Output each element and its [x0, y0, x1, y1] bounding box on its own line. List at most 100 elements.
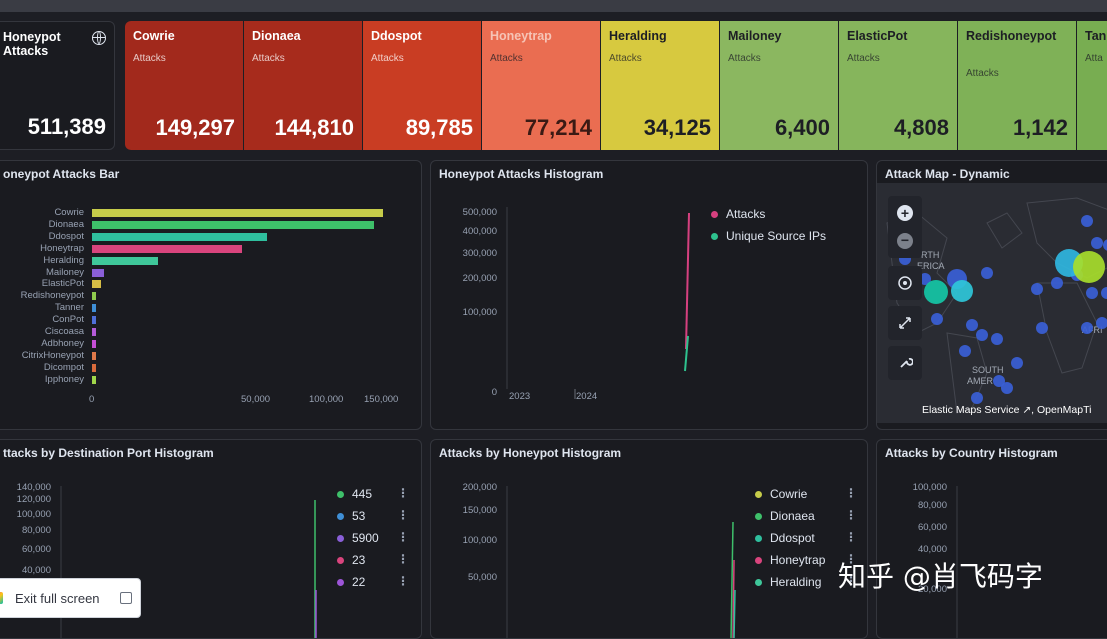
attack-location-dot[interactable] — [959, 345, 971, 357]
bar-adbhoney[interactable] — [92, 339, 96, 348]
bar-ddospot[interactable] — [92, 232, 267, 241]
attack-location-dot[interactable] — [924, 280, 948, 304]
legend-options-icon[interactable]: ⋮ — [845, 574, 857, 588]
y-tick-label: 0 — [491, 387, 497, 398]
bar-tanner[interactable] — [92, 304, 96, 313]
attack-location-dot[interactable] — [1051, 277, 1063, 289]
metric-value: 149,297 — [155, 115, 235, 140]
legend-item[interactable]: Unique Source IPs — [711, 229, 826, 243]
attack-location-dot[interactable] — [993, 375, 1005, 387]
attack-location-dot[interactable] — [1011, 357, 1023, 369]
zoom-in-icon[interactable]: + − — [888, 196, 922, 258]
metric-tile[interactable]: Heralding Attacks 34,125 — [601, 21, 719, 150]
metric-tile[interactable]: ElasticPot Attacks 4,808 — [839, 21, 957, 150]
attack-location-dot[interactable] — [991, 333, 1003, 345]
legend-label: Heralding — [770, 575, 822, 589]
bar-ciscoasa[interactable] — [92, 328, 96, 336]
zoom-out-icon[interactable]: − — [897, 233, 913, 249]
legend-item[interactable]: Honeytrap — [755, 553, 825, 567]
legend-item[interactable]: 53 — [337, 509, 365, 523]
locate-icon[interactable] — [888, 266, 922, 300]
metric-tile[interactable]: Honeytrap Attacks 77,214 — [482, 21, 600, 150]
legend-item[interactable]: 22 — [337, 575, 365, 589]
panel-title: ttacks by Destination Port Histogram — [3, 446, 214, 460]
legend-dot — [755, 557, 762, 565]
bar-category-label: ElasticPot — [41, 278, 84, 290]
legend-dot — [755, 535, 762, 543]
metric-subtitle: Attacks — [847, 53, 880, 64]
metric-tile[interactable]: Cowrie Attacks 149,297 — [125, 21, 243, 150]
attack-location-dot[interactable] — [1081, 215, 1093, 227]
bar-honeytrap[interactable] — [92, 244, 243, 253]
legend-item[interactable]: 5900 — [337, 531, 379, 545]
legend-options-icon[interactable]: ⋮ — [397, 530, 409, 544]
bar-mailoney[interactable] — [92, 268, 105, 277]
legend-item[interactable]: 23 — [337, 553, 365, 567]
attack-location-dot[interactable] — [1081, 322, 1093, 334]
legend-item[interactable]: Heralding — [755, 575, 821, 589]
bar-dionaea[interactable] — [92, 220, 374, 229]
legend-options-icon[interactable]: ⋮ — [397, 574, 409, 588]
bar-dicompot[interactable] — [92, 363, 96, 372]
zoom-in-icon[interactable]: + — [897, 205, 913, 221]
metric-subtitle: Attacks — [728, 53, 761, 64]
attack-location-dot[interactable] — [951, 280, 973, 302]
exit-full-screen-button[interactable]: Exit full screen — [0, 578, 141, 618]
bar-category-label: Heralding — [43, 254, 84, 266]
legend-options-icon[interactable]: ⋮ — [845, 552, 857, 566]
legend-options-icon[interactable]: ⋮ — [397, 508, 409, 522]
legend-options-icon[interactable]: ⋮ — [397, 486, 409, 500]
attack-location-dot[interactable] — [981, 267, 993, 279]
bar-citrixhoneypot[interactable] — [92, 351, 96, 360]
map-attribution[interactable]: Elastic Maps Service ↗, OpenMapTi — [922, 404, 1092, 416]
metric-tile[interactable]: Mailoney Attacks 6,400 — [720, 21, 838, 150]
bar-ipphoney[interactable] — [92, 375, 96, 384]
attack-location-dot[interactable] — [919, 273, 931, 285]
expand-icon[interactable] — [888, 306, 922, 340]
bar-conpot[interactable] — [92, 316, 96, 325]
metric-tile[interactable]: Redishoneypot Attacks 1,142 — [958, 21, 1076, 150]
attack-location-dot[interactable] — [1101, 287, 1107, 299]
attack-location-dot[interactable] — [1001, 382, 1013, 394]
legend-label: 53 — [352, 509, 366, 523]
attack-location-dot[interactable] — [966, 319, 978, 331]
metric-tile[interactable]: Ddospot Attacks 89,785 — [363, 21, 481, 150]
legend-options-icon[interactable]: ⋮ — [845, 486, 857, 500]
bar-heralding[interactable] — [92, 256, 159, 265]
country-histogram-panel: Attacks by Country Histogram 100,000 80,0… — [876, 439, 1107, 639]
panel-title: Honeypot Attacks Histogram — [439, 167, 604, 181]
legend-item[interactable]: Dionaea — [755, 509, 815, 523]
attack-location-dot[interactable] — [1103, 239, 1107, 251]
wrench-icon[interactable] — [888, 346, 922, 380]
legend-options-icon[interactable]: ⋮ — [397, 552, 409, 566]
attack-location-dot[interactable] — [976, 329, 988, 341]
exit-fullscreen-icon — [120, 592, 132, 604]
map-dots — [899, 215, 1107, 404]
metric-value: 34,125 — [643, 115, 711, 140]
legend-item[interactable]: Ddospot — [755, 531, 815, 545]
attack-location-dot[interactable] — [1073, 251, 1105, 283]
bar-elasticpot[interactable] — [92, 280, 102, 289]
bar-cowrie[interactable] — [92, 209, 383, 217]
attack-location-dot[interactable] — [1036, 322, 1048, 334]
legend-item[interactable]: Attacks — [711, 207, 765, 221]
attack-location-dot[interactable] — [931, 313, 943, 325]
honeypot-attacks-histogram-panel: Honeypot Attacks Histogram 500,000 400,00… — [430, 160, 868, 430]
attack-location-dot[interactable] — [1086, 287, 1098, 299]
legend-item[interactable]: 445 — [337, 487, 372, 501]
attack-location-dot[interactable] — [1096, 317, 1107, 329]
legend-options-icon[interactable]: ⋮ — [845, 508, 857, 522]
metric-tile[interactable]: Dionaea Attacks 144,810 — [244, 21, 362, 150]
total-attacks-metric[interactable]: Honeypot Attacks 511,389 — [0, 21, 115, 150]
y-tick-label: 400,000 — [462, 226, 497, 237]
attack-location-dot[interactable] — [971, 392, 983, 404]
y-tick-label: 100,000 — [912, 482, 947, 493]
legend-options-icon[interactable]: ⋮ — [845, 530, 857, 544]
attack-location-dot[interactable] — [1031, 283, 1043, 295]
legend-item[interactable]: Cowrie — [755, 487, 807, 501]
metric-tile[interactable]: Tan Atta — [1077, 21, 1107, 150]
attack-location-dot[interactable] — [1091, 237, 1103, 249]
bar-redishoneypot[interactable] — [92, 292, 96, 301]
globe-icon[interactable] — [92, 31, 106, 45]
legend-label: Ddospot — [770, 531, 815, 545]
